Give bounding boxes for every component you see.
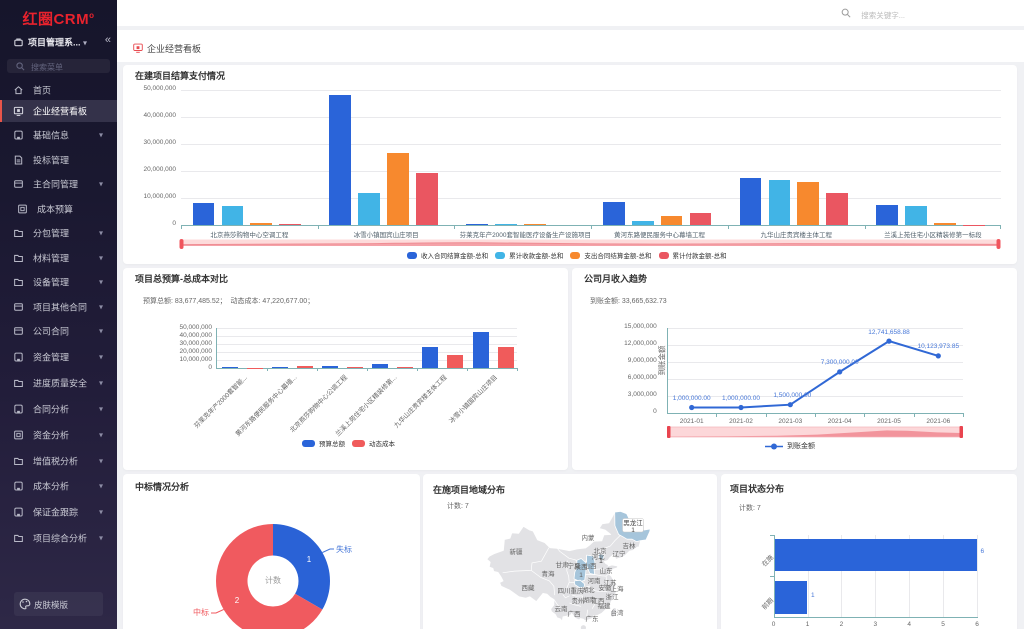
svg-text:河南: 河南 [588, 576, 602, 585]
svg-text:江苏: 江苏 [604, 578, 618, 587]
svg-text:北京: 北京 [594, 546, 608, 555]
svg-text:福建: 福建 [598, 601, 612, 610]
svg-text:浙江: 浙江 [606, 592, 620, 601]
svg-text:云南: 云南 [555, 604, 569, 613]
svg-text:湖北: 湖北 [582, 585, 596, 594]
svg-text:宁夏: 宁夏 [568, 561, 582, 570]
svg-text:安徽: 安徽 [599, 583, 613, 592]
svg-text:内蒙: 内蒙 [582, 533, 596, 542]
svg-text:广东: 广东 [586, 614, 600, 623]
svg-text:吉林: 吉林 [623, 541, 637, 550]
svg-text:湖南: 湖南 [583, 595, 597, 604]
svg-text:广西: 广西 [568, 609, 582, 618]
svg-text:1: 1 [599, 558, 603, 565]
svg-text:上海: 上海 [611, 584, 625, 593]
svg-text:河北: 河北 [592, 553, 606, 561]
svg-text:辽宁: 辽宁 [613, 549, 627, 558]
svg-text:新疆: 新疆 [510, 547, 524, 556]
svg-text:黑龙江: 黑龙江 [623, 518, 643, 527]
svg-text:江西: 江西 [592, 597, 606, 605]
svg-text:1: 1 [631, 527, 635, 534]
svg-text:台湾: 台湾 [611, 608, 625, 617]
svg-text:山东: 山东 [600, 566, 614, 575]
svg-text:西藏: 西藏 [522, 583, 536, 592]
svg-text:1: 1 [579, 572, 583, 579]
svg-text:甘肃: 甘肃 [556, 560, 570, 569]
svg-text:山西: 山西 [584, 561, 598, 570]
svg-text:重庆: 重庆 [571, 586, 585, 595]
svg-text:贵州: 贵州 [572, 596, 585, 605]
svg-text:青海: 青海 [542, 569, 556, 578]
svg-text:陕西: 陕西 [575, 562, 589, 571]
svg-text:四川: 四川 [558, 587, 571, 595]
